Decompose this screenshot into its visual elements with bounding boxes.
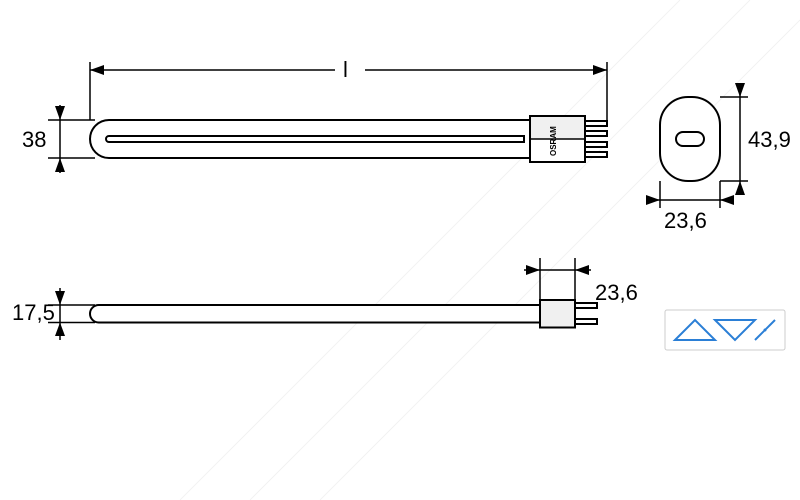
background-hatch [180, 0, 800, 500]
dim-single-height-label: 17,5 [12, 300, 55, 325]
dim-length: l [90, 57, 607, 120]
watermark-logo [665, 310, 785, 350]
dim-cross-height: 43,9 [720, 83, 791, 195]
dim-cross-width: 23,6 [646, 181, 734, 233]
single-tube-body [90, 305, 540, 323]
top-lamp: l OSRAM 38 [22, 57, 607, 173]
dim-twin-height: 38 [22, 105, 95, 173]
dim-length-label: l [343, 57, 348, 82]
twin-tube-slot [106, 136, 524, 142]
pins-top [585, 121, 607, 157]
bottom-lamp: 17,5 23,6 [12, 258, 638, 340]
dim-cap-width-label: 23,6 [595, 280, 638, 305]
dim-single-height: 17,5 [12, 288, 95, 340]
dim-twin-height-label: 38 [22, 127, 46, 152]
pin-b2 [575, 319, 597, 324]
dim-cross-height-label: 43,9 [748, 127, 791, 152]
pin-b1 [575, 303, 597, 308]
brand-label: OSRAM [549, 126, 558, 156]
cross-section: 43,9 23,6 [646, 83, 791, 233]
dimension-drawing: l OSRAM 38 [0, 0, 800, 500]
dim-cross-width-label: 23,6 [664, 208, 707, 233]
cross-inner [676, 132, 704, 146]
dim-cap-width: 23,6 [524, 258, 638, 305]
